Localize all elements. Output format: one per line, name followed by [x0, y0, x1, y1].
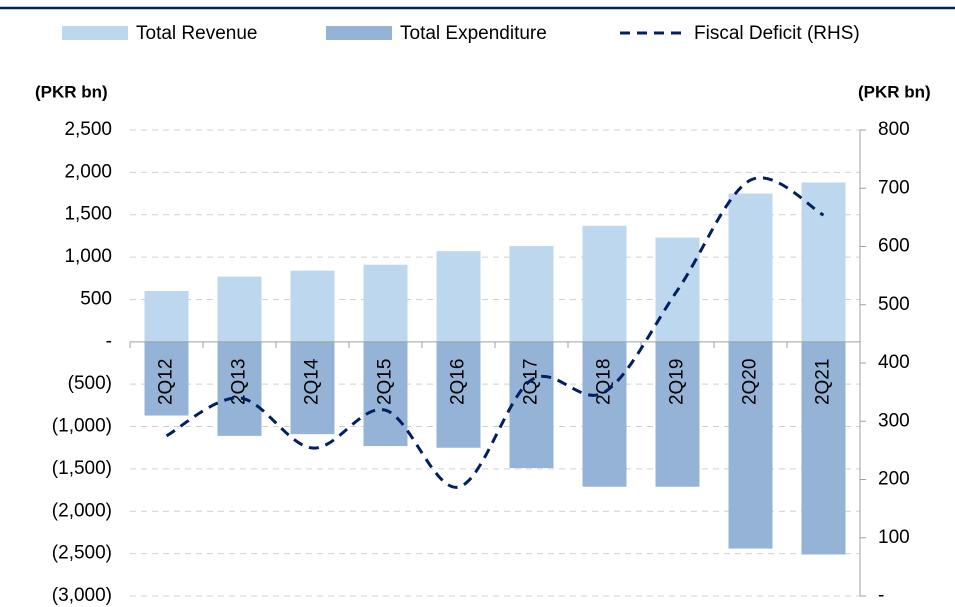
x-tick-label: 2Q16 — [448, 359, 469, 405]
bar — [582, 225, 627, 342]
y-tick-label: 1,500 — [64, 204, 112, 225]
y-tick-label: (2,500) — [52, 543, 112, 564]
bar — [217, 276, 262, 342]
y2-tick-label: 100 — [878, 527, 910, 548]
x-tick-label: 2Q19 — [667, 359, 688, 405]
y2-tick-label: 400 — [878, 352, 910, 373]
y-tick-label: (2,000) — [52, 500, 112, 521]
y-axis-label: (PKR bn) — [35, 82, 108, 101]
bar — [655, 341, 700, 487]
y2-axis-label: (PKR bn) — [858, 82, 931, 101]
legend-swatch — [62, 26, 128, 40]
y2-tick-label: 800 — [878, 119, 910, 140]
legend-swatch — [326, 26, 392, 40]
y-tick-label: 500 — [80, 288, 112, 309]
x-tick-label: 2Q12 — [156, 359, 177, 405]
x-tick-label: 2Q18 — [594, 359, 615, 405]
x-tick-label: 2Q15 — [375, 359, 396, 405]
bar — [582, 341, 627, 487]
bar — [436, 251, 481, 342]
bar — [290, 270, 335, 342]
y2-tick-label: - — [878, 585, 884, 606]
bar — [801, 182, 846, 342]
y-tick-label: 1,000 — [64, 246, 112, 267]
y-tick-label: (1,000) — [52, 416, 112, 437]
y2-tick-label: 200 — [878, 469, 910, 490]
y2-tick-label: 600 — [878, 236, 910, 257]
bar — [509, 246, 554, 342]
x-tick-label: 2Q14 — [302, 358, 323, 405]
legend-label: Total Expenditure — [400, 23, 547, 44]
y2-tick-label: 500 — [878, 294, 910, 315]
bar — [144, 290, 189, 342]
x-tick-label: 2Q20 — [740, 359, 761, 405]
y-tick-label: - — [106, 331, 112, 352]
bar — [728, 193, 773, 342]
bar — [290, 341, 335, 435]
y-tick-label: 2,000 — [64, 161, 112, 182]
x-tick-label: 2Q13 — [229, 359, 250, 405]
bar — [363, 264, 408, 342]
x-tick-label: 2Q21 — [813, 359, 834, 405]
y-tick-label: (500) — [68, 373, 112, 394]
bar — [217, 341, 262, 436]
bar — [144, 341, 189, 416]
legend-label: Fiscal Deficit (RHS) — [694, 23, 860, 44]
y2-tick-label: 700 — [878, 177, 910, 198]
y-tick-label: (1,500) — [52, 458, 112, 479]
legend-label: Total Revenue — [136, 23, 257, 44]
y2-tick-label: 300 — [878, 410, 910, 431]
y-tick-label: (3,000) — [52, 585, 112, 606]
line — [165, 176, 825, 489]
bar — [436, 341, 481, 448]
bar — [363, 341, 408, 447]
bar — [509, 341, 554, 469]
y-tick-label: 2,500 — [64, 119, 112, 140]
bar — [728, 341, 773, 549]
bar — [801, 341, 846, 555]
